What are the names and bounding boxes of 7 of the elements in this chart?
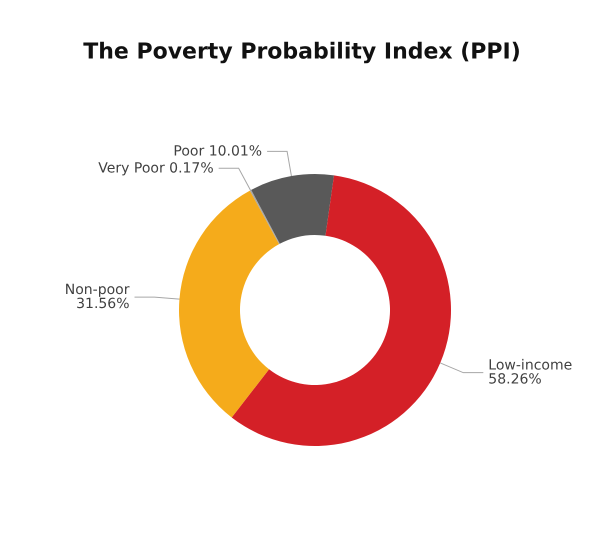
chart-title: The Poverty Probability Index (PPI) (83, 40, 521, 64)
slice-label: Very Poor 0.17% (98, 160, 214, 176)
slice-label: Poor 10.01% (173, 143, 262, 160)
slice-label: Low-income (488, 358, 572, 374)
slice-label: Non-poor (64, 282, 130, 298)
data-label: 31.56% (76, 296, 130, 312)
data-label: 58.26% (488, 372, 542, 388)
